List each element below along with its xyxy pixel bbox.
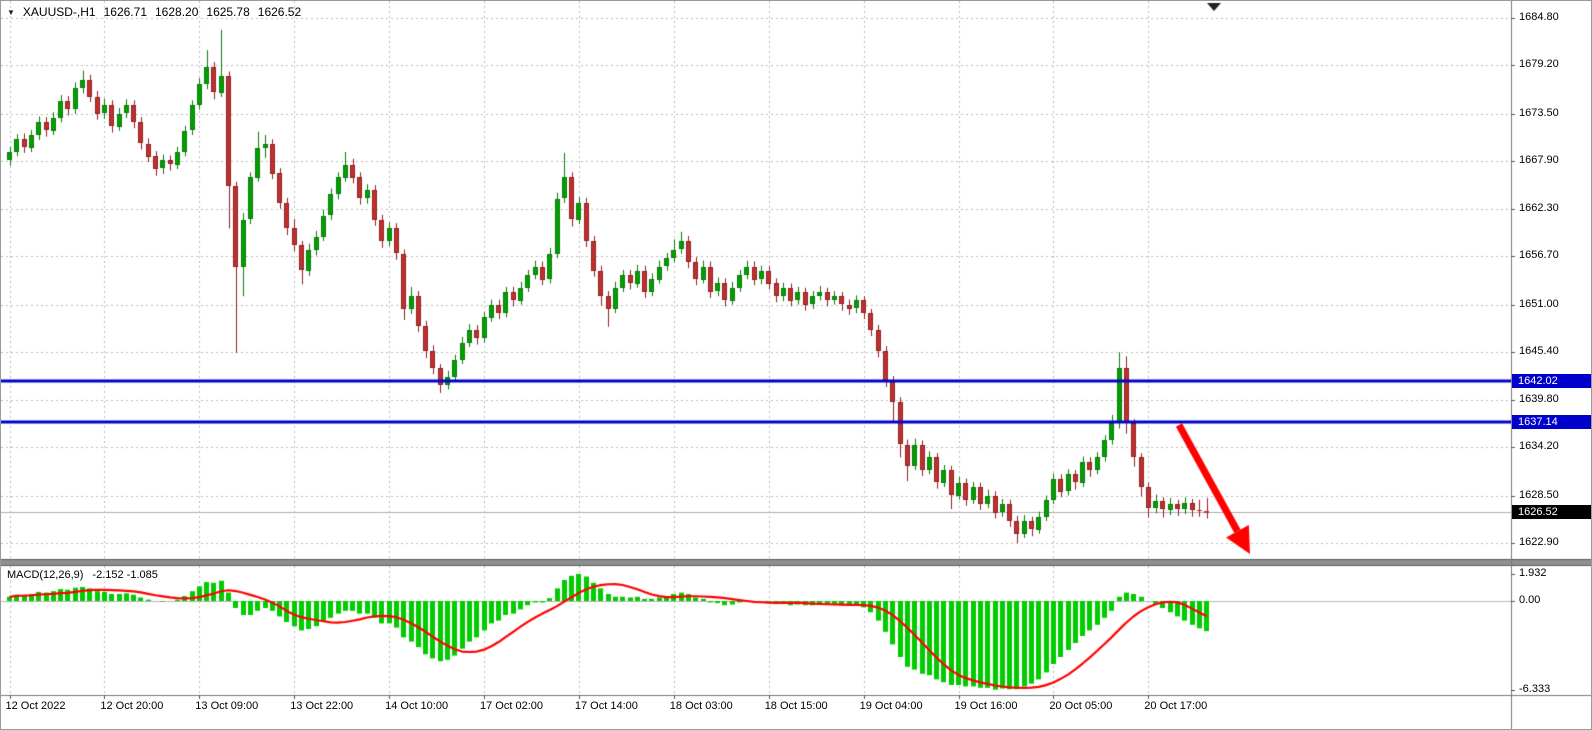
time-axis-label: 20 Oct 05:00 [1049,700,1113,712]
time-axis[interactable]: 12 Oct 2022 12 Oct 20:00 13 Oct 09:00 13 Oc… [1,695,1511,729]
symbol-timeframe-label: XAUUSD-,H1 [22,5,96,19]
macd-axis-label: 1.932 [1519,566,1547,579]
price-tag-resistance: 1642.02 [1512,373,1591,388]
price-tag-support: 1637.14 [1512,415,1591,430]
time-axis-label: 17 Oct 02:00 [480,700,543,712]
price-axis-label: 1651.00 [1519,297,1559,310]
price-axis-label: 1656.70 [1519,249,1559,262]
price-axis-label: 1667.90 [1519,154,1559,167]
ohlc-high-value: 1628.20 [155,5,199,19]
symbol-dropdown-icon[interactable]: ▼ [7,7,15,17]
time-axis-label: 19 Oct 04:00 [859,700,923,712]
chart-title: ▼ XAUUSD-,H1 1626.71 1628.20 1625.78 162… [7,5,301,19]
ohlc-close-value: 1626.52 [257,5,302,19]
price-axis-label: 1645.40 [1519,345,1559,358]
ohlc-low-value: 1625.78 [206,5,250,19]
time-axis-label: 19 Oct 16:00 [954,700,1018,712]
price-axis-label: 1622.90 [1519,536,1559,549]
macd-axis-label: 0.00 [1519,594,1541,606]
price-axis-label: 1628.50 [1519,488,1559,501]
price-axis[interactable]: 1684.80 1679.20 1673.50 1667.90 1662.30 1656.… [1511,1,1591,729]
price-axis-label: 1679.20 [1519,58,1559,71]
price-axis-label: 1684.80 [1519,11,1559,23]
time-axis-label: 18 Oct 03:00 [669,700,733,712]
macd-values: -2.152 -1.085 [92,569,158,581]
time-axis-label: 17 Oct 14:00 [574,700,638,712]
time-axis-label: 20 Oct 17:00 [1144,700,1208,712]
macd-axis-label: -6.333 [1519,682,1551,695]
time-axis-label: 12 Oct 2022 [5,700,66,712]
time-axis-label: 13 Oct 22:00 [290,700,354,712]
price-axis-label: 1662.30 [1519,201,1559,214]
macd-name: MACD(12,26,9) [7,569,84,581]
time-axis-label: 13 Oct 09:00 [195,700,259,712]
price-tag-current: 1626.52 [1512,505,1591,520]
price-axis-label: 1634.20 [1519,440,1559,453]
macd-indicator-label: MACD(12,26,9) -2.152 -1.085 [7,569,158,581]
time-axis-label: 12 Oct 20:00 [100,700,164,712]
time-axis-label: 18 Oct 15:00 [764,700,828,712]
price-axis-label: 1639.80 [1519,392,1559,405]
time-axis-label: 14 Oct 10:00 [385,700,449,712]
price-axis-label: 1673.50 [1519,106,1559,119]
ohlc-open-value: 1626.71 [103,5,147,19]
